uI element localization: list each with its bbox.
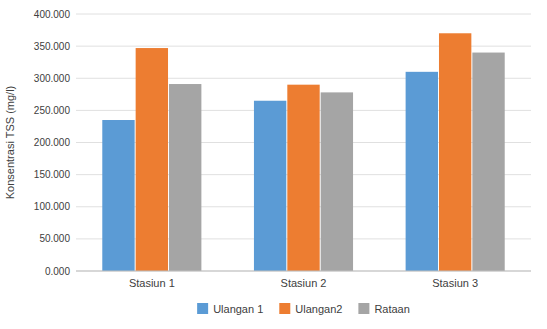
y-tick-label: 250.000 xyxy=(34,105,71,116)
y-axis-label: Konsentrasi TSS (mg/l) xyxy=(4,86,16,200)
legend-item: Ulangan 1 xyxy=(197,303,263,315)
x-axis-line xyxy=(76,271,531,272)
y-tick-label: 350.000 xyxy=(34,41,71,52)
bars xyxy=(102,33,504,271)
y-tick-label: 0.000 xyxy=(45,266,70,277)
grid xyxy=(76,14,531,271)
legend-label: Rataan xyxy=(374,303,409,315)
y-tick-label: 100.000 xyxy=(34,201,71,212)
y-tick-label: 400.000 xyxy=(34,9,71,20)
legend-label: Ulangan 1 xyxy=(213,303,263,315)
bar xyxy=(169,84,201,271)
chart-container: 0.000 50.000 100.000 150.000 200.000 250.000 3… xyxy=(0,0,547,329)
bar xyxy=(254,101,286,271)
bar xyxy=(136,48,168,271)
grid-line xyxy=(76,271,531,272)
legend-label: Ulangan2 xyxy=(295,303,342,315)
bar xyxy=(102,120,134,271)
bar xyxy=(472,53,504,271)
legend-item: Rataan xyxy=(358,303,409,315)
bar xyxy=(287,85,319,271)
legend-item: Ulangan2 xyxy=(279,303,342,315)
y-tick-label: 50.000 xyxy=(39,233,70,244)
y-tick-label: 300.000 xyxy=(34,73,71,84)
legend-swatch xyxy=(279,303,290,314)
legend-swatch xyxy=(197,303,208,314)
y-axis: 0.000 50.000 100.000 150.000 200.000 250.000 3… xyxy=(34,9,71,277)
y-tick-label: 200.000 xyxy=(34,137,71,148)
x-tick-label: Stasiun 1 xyxy=(129,277,175,289)
legend: Ulangan 1 Ulangan2 Rataan xyxy=(197,303,410,315)
x-tick-label: Stasiun 2 xyxy=(281,277,327,289)
bar xyxy=(321,92,353,271)
y-tick-label: 150.000 xyxy=(34,169,71,180)
grid-line xyxy=(76,14,531,15)
legend-swatch xyxy=(358,303,369,314)
x-tick-label: Stasiun 3 xyxy=(432,277,478,289)
chart: 0.000 50.000 100.000 150.000 200.000 250.000 3… xyxy=(0,0,547,329)
x-axis: Stasiun 1 Stasiun 2 Stasiun 3 xyxy=(76,271,531,289)
bar xyxy=(439,33,471,271)
bar xyxy=(406,72,438,271)
